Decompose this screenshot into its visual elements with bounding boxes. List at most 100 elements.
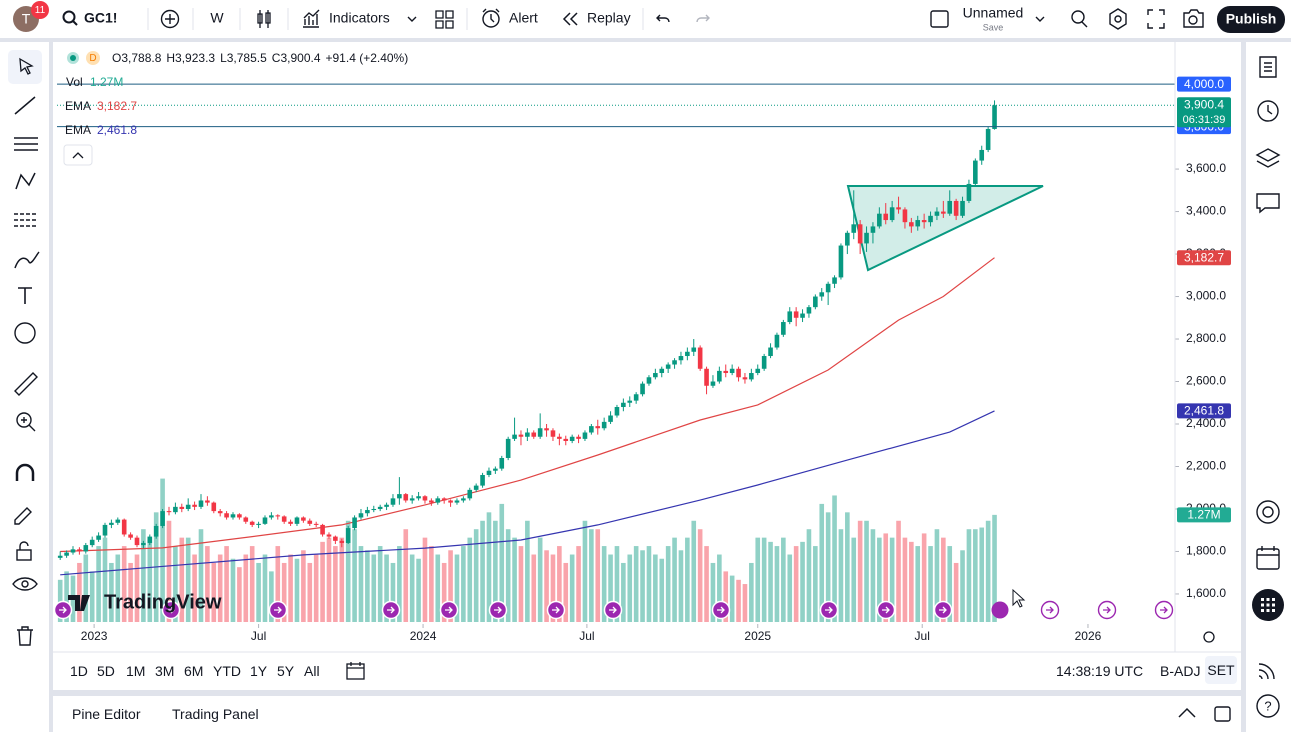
interval[interactable]: W: [210, 10, 224, 26]
session[interactable]: SET: [1205, 656, 1237, 684]
legend-high: H3,923.3: [166, 51, 215, 65]
candle-body: [601, 421, 607, 429]
publish-label[interactable]: Publish: [1226, 11, 1277, 27]
ruler-tool[interactable]: [14, 372, 38, 396]
collapse-legend-button[interactable]: [63, 144, 93, 166]
lock-tool[interactable]: [16, 549, 32, 561]
ema-value-box-label: 2,461.8: [1184, 404, 1224, 418]
layout-name[interactable]: Unnamed: [963, 5, 1024, 21]
volume-bar: [857, 520, 863, 622]
volume-bar: [307, 562, 313, 622]
candle-body: [377, 506, 383, 509]
projection-tool[interactable]: [14, 213, 38, 227]
chat-icon[interactable]: [1256, 193, 1280, 214]
search-icon[interactable]: [62, 10, 76, 24]
triangle-drawing[interactable]: [846, 185, 1044, 272]
replay-label[interactable]: Replay: [587, 10, 631, 26]
undo-icon[interactable]: [656, 14, 670, 23]
candle-body: [851, 224, 857, 233]
settings-icon[interactable]: [1109, 8, 1127, 30]
watchlist-icon[interactable]: [1259, 56, 1277, 78]
delay-badge[interactable]: [86, 51, 100, 65]
chart-type-icon[interactable]: [257, 10, 271, 28]
timeframe-button[interactable]: 5Y: [277, 663, 295, 679]
maximize-icon[interactable]: [1214, 706, 1231, 722]
candle-body: [339, 540, 345, 543]
volume-value-box-label: 1.27M: [1187, 508, 1220, 522]
candle-body: [563, 438, 569, 441]
redo-icon[interactable]: [696, 14, 710, 23]
timeframe-button[interactable]: All: [304, 663, 320, 679]
clock[interactable]: 14:38:19 UTC: [1056, 663, 1144, 679]
magnet-tool[interactable]: [15, 463, 35, 481]
volume-bar: [902, 537, 908, 622]
chevron[interactable]: [1035, 16, 1045, 22]
quick-search-icon[interactable]: [1071, 10, 1085, 24]
layouts-icon[interactable]: [435, 10, 454, 29]
publish-button[interactable]: [1217, 6, 1285, 33]
hide-tool[interactable]: [12, 577, 38, 591]
zoom-tool[interactable]: [16, 412, 32, 428]
help-icon[interactable]: [1256, 694, 1280, 718]
layout-icon[interactable]: [930, 10, 949, 28]
candle-body: [461, 498, 466, 501]
candle-body: [755, 368, 761, 374]
volume-bar: [678, 550, 684, 622]
goto-date-icon[interactable]: [344, 660, 368, 682]
adjustment[interactable]: B-ADJ: [1160, 663, 1201, 679]
ideas-icon[interactable]: [1256, 500, 1280, 524]
compare-icon[interactable]: [160, 9, 180, 29]
timeframe-button[interactable]: 1D: [70, 663, 88, 679]
volume-bar: [569, 554, 575, 622]
timeframe-button[interactable]: 1Y: [250, 663, 268, 679]
replay-icon[interactable]: [562, 12, 578, 26]
volume-bar: [691, 520, 697, 622]
candle-body: [723, 370, 729, 374]
collapse-icon[interactable]: [1178, 707, 1196, 718]
volume-bar: [659, 558, 665, 622]
snapshot-icon[interactable]: [1183, 9, 1204, 28]
alerts-icon[interactable]: [1257, 100, 1279, 122]
calendar-icon[interactable]: [1256, 548, 1280, 570]
candle-body: [102, 524, 108, 536]
volume-bar: [64, 571, 69, 622]
timeframe-button[interactable]: 3M: [155, 663, 175, 679]
stream-icon[interactable]: [1258, 663, 1275, 680]
chevron[interactable]: [407, 16, 417, 22]
timeframe-button[interactable]: 6M: [184, 663, 204, 679]
stay-drawing-tool[interactable]: [14, 507, 32, 525]
cursor-tool[interactable]: [19, 57, 34, 75]
volume-bar: [806, 529, 812, 622]
pattern-tool[interactable]: [15, 172, 36, 190]
candle-body: [128, 534, 133, 538]
market-status-dot: [70, 55, 76, 61]
volume-bar: [960, 550, 965, 622]
timeframe-button[interactable]: YTD: [213, 663, 241, 679]
candle-body: [915, 220, 921, 227]
timeframe-button[interactable]: 1M: [126, 663, 146, 679]
data-window-icon[interactable]: [1255, 148, 1281, 168]
volume-bar: [377, 546, 383, 622]
symbol[interactable]: GC1!: [84, 10, 117, 26]
alert-icon[interactable]: [482, 10, 500, 28]
save-label[interactable]: Save: [983, 22, 1004, 32]
fib-tool[interactable]: [14, 137, 38, 151]
emoji-tool[interactable]: [14, 322, 36, 344]
y-tick-label: 1,600.0: [1186, 586, 1226, 600]
indicators-icon[interactable]: [303, 9, 320, 28]
footer-tab[interactable]: Pine Editor: [72, 706, 141, 722]
delete-tool[interactable]: [17, 626, 33, 646]
volume-bar: [160, 478, 165, 622]
timeframe-button[interactable]: 5D: [97, 663, 115, 679]
watermark-logo: [68, 595, 90, 611]
trend-line-tool[interactable]: [14, 96, 36, 115]
indicators-label[interactable]: Indicators: [329, 10, 390, 26]
alert-label[interactable]: Alert: [509, 10, 538, 26]
fullscreen-icon[interactable]: [1147, 9, 1165, 29]
footer-tab[interactable]: Trading Panel: [172, 706, 259, 722]
text-tool[interactable]: [18, 287, 32, 304]
volume-bar: [704, 546, 709, 622]
axis-settings-icon[interactable]: [1203, 631, 1215, 643]
brush-tool[interactable]: [14, 251, 40, 269]
